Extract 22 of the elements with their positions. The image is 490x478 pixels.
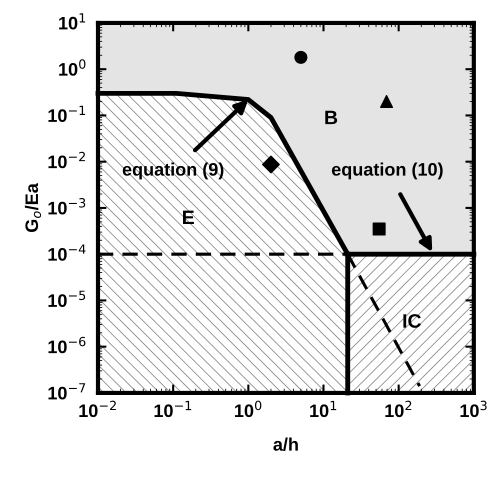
annotation: E	[183, 210, 194, 224]
y-tick-label: 10$^{0}$	[59, 59, 86, 76]
annotation: IC	[403, 314, 422, 328]
x-axis-title: a/h	[273, 438, 298, 451]
y-tick-label: 10$^{1}$	[59, 13, 86, 30]
x-tick-label: 10$^{−2}$	[79, 400, 116, 418]
y-tick-label: 10$^{−2}$	[48, 152, 85, 168]
x-tick-label: 10$^{3}$	[460, 400, 487, 418]
x-tick-label: 10$^{0}$	[235, 400, 262, 418]
y-tick-label: 10$^{−5}$	[48, 290, 86, 308]
y-tick-label: 10$^{−4}$	[48, 244, 86, 261]
x-tick-label: 10$^{−1}$	[154, 400, 192, 418]
y-tick-label: 10$^{−7}$	[48, 383, 86, 400]
x-tick-label: 10$^{2}$	[385, 400, 412, 418]
annotation: B	[325, 110, 338, 124]
annotation: equation (10)	[332, 162, 443, 180]
y-tick-label: 10$^{−3}$	[48, 198, 86, 215]
y-axis-title: G$_{o}$/Ea	[24, 183, 42, 232]
y-tick-label: 10$^{−6}$	[48, 336, 86, 354]
annotation: equation (9)	[122, 162, 224, 180]
y-tick-label: 10$^{−1}$	[48, 106, 86, 122]
x-tick-label: 10$^{1}$	[310, 400, 336, 418]
